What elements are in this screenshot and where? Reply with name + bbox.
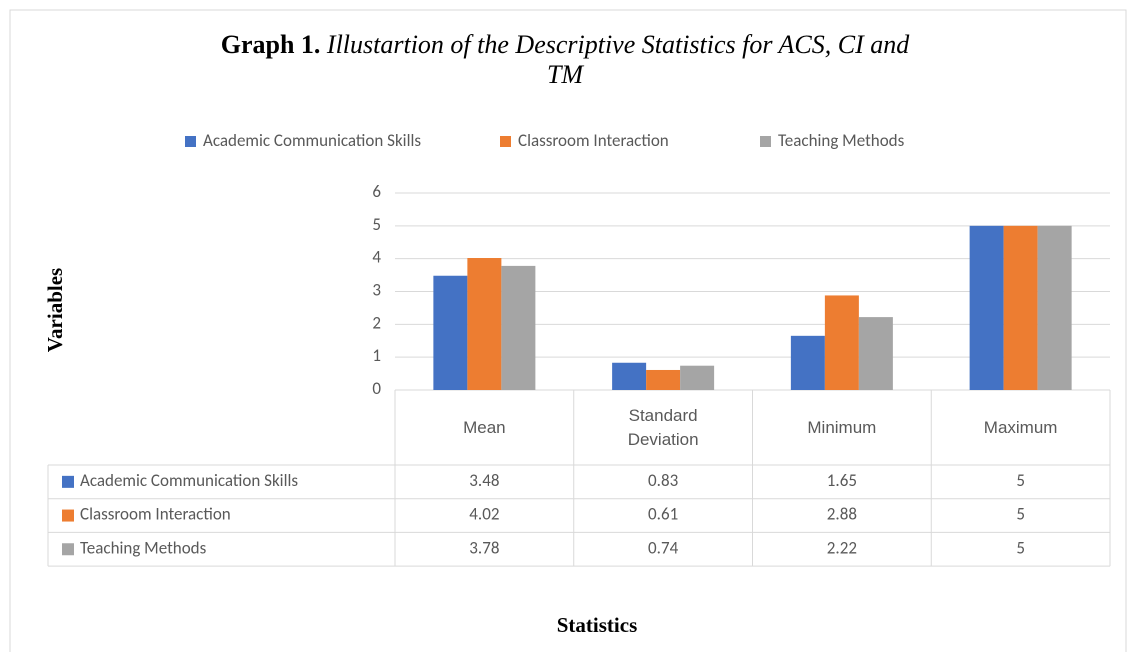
y-axis-label: Variables — [43, 268, 67, 352]
bar — [824, 295, 859, 390]
y-tick-label: 2 — [372, 312, 381, 333]
x-tick-label: Maximum — [983, 417, 1058, 437]
table-value: 0.61 — [648, 504, 678, 525]
y-tick-label: 4 — [372, 247, 381, 268]
table-row-label: Classroom Interaction — [80, 504, 231, 525]
chart-title: Illustartion of the Descriptive Statisti… — [326, 30, 910, 89]
x-tick-label: Standard Deviation — [627, 405, 699, 449]
y-tick-label: 3 — [372, 280, 381, 301]
bar — [1003, 225, 1038, 390]
bar — [501, 265, 536, 390]
bar — [790, 335, 825, 390]
table-header-box: Standard Deviation — [627, 405, 699, 449]
legend-label: Teaching Methods — [778, 130, 905, 151]
table-value: 0.74 — [648, 537, 679, 558]
table-value: 1.65 — [827, 470, 857, 491]
x-axis-label: Statistics — [557, 613, 638, 637]
table-value: 2.88 — [827, 504, 857, 525]
table-value: 5 — [1016, 537, 1025, 558]
table-row-label: Academic Communication Skills — [80, 470, 298, 491]
table-swatch — [62, 475, 74, 488]
table-value: 5 — [1016, 470, 1025, 491]
x-tick-label: Minimum — [807, 417, 877, 437]
y-tick-label: 1 — [372, 345, 381, 366]
table-value: 0.83 — [648, 470, 678, 491]
y-tick-label: 6 — [372, 181, 381, 202]
table-row-label: Teaching Methods — [80, 537, 207, 558]
bar — [467, 258, 502, 390]
x-tick-label: Mean — [463, 417, 506, 437]
title-box: Graph 1. Illustartion of the Descriptive… — [150, 30, 980, 110]
table-value: 4.02 — [469, 504, 499, 525]
bar — [612, 362, 647, 390]
bar — [969, 225, 1004, 390]
bar — [433, 275, 468, 390]
table-swatch — [62, 543, 74, 556]
bar — [680, 365, 715, 390]
table-value: 5 — [1016, 504, 1025, 525]
legend-label: Academic Communication Skills — [203, 130, 421, 151]
bar — [646, 369, 681, 390]
chart-title-label: Graph 1. — [220, 30, 321, 59]
legend-swatch — [760, 136, 771, 147]
frame — [9, 9, 1127, 652]
chart-title-wrap: Graph 1. Illustartion of the Descriptive… — [150, 30, 980, 110]
y-tick-label: 0 — [372, 378, 381, 399]
table-value: 3.78 — [469, 537, 499, 558]
legend-label: Classroom Interaction — [518, 130, 669, 151]
table-header-box: Maximum — [983, 417, 1058, 437]
table-value: 2.22 — [827, 537, 857, 558]
table-header-box: Mean — [463, 417, 506, 437]
table-swatch — [62, 509, 74, 522]
bar — [858, 317, 893, 390]
table-value: 3.48 — [469, 470, 499, 491]
y-tick-label: 5 — [372, 214, 381, 235]
table-header-box: Minimum — [807, 417, 877, 437]
legend-swatch — [500, 136, 511, 147]
bar — [1037, 225, 1072, 390]
legend-swatch — [185, 136, 196, 147]
